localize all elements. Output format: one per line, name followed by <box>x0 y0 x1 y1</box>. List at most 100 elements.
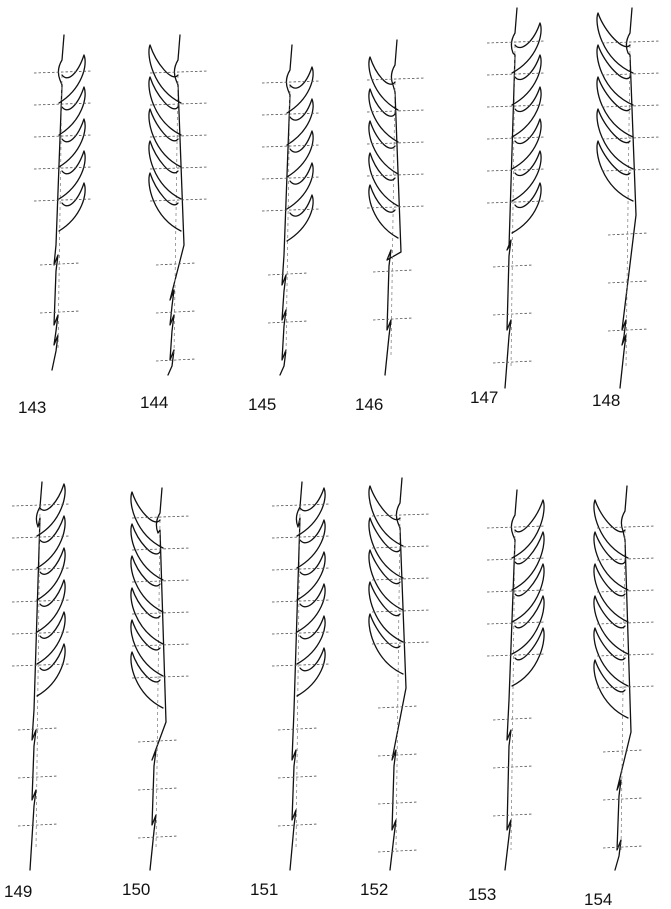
theca <box>593 499 629 559</box>
rhabdosome-stem <box>149 487 167 871</box>
segment-line <box>596 685 656 689</box>
segment-line <box>131 643 191 647</box>
segment-line <box>601 136 661 140</box>
segment-line <box>486 104 546 108</box>
nema-axis <box>625 44 631 369</box>
figure-number: 148 <box>592 391 620 410</box>
theca <box>596 140 634 202</box>
figure-number: 144 <box>140 393 168 412</box>
segment-line <box>261 176 321 180</box>
segment-line <box>11 567 71 571</box>
segment-line <box>131 675 191 679</box>
segment-line <box>601 168 661 172</box>
segment-line <box>372 317 414 321</box>
segment-line <box>601 40 661 44</box>
segment-line <box>33 102 93 106</box>
theca <box>511 531 545 591</box>
specimen-figure: 154 <box>584 485 656 909</box>
segment-line <box>372 269 414 273</box>
rhabdosome-stem <box>29 481 43 871</box>
segment-line <box>277 727 319 731</box>
segment-line <box>492 813 534 817</box>
segment-line <box>371 577 431 581</box>
segment-line <box>33 198 93 202</box>
figure-number: 150 <box>122 880 150 899</box>
nema-axis <box>510 529 516 851</box>
segment-line <box>377 705 419 709</box>
segment-line <box>371 609 431 613</box>
segment-line <box>261 80 321 84</box>
segment-line <box>602 845 644 849</box>
segment-line <box>596 621 656 625</box>
theca <box>36 643 66 697</box>
rhabdosome-stem <box>279 44 293 376</box>
theca <box>286 98 314 146</box>
theca <box>296 583 326 633</box>
theca <box>511 150 542 202</box>
theca <box>58 150 86 200</box>
nema-axis <box>395 517 401 851</box>
theca <box>286 66 314 114</box>
segment-line <box>17 727 59 731</box>
theca <box>596 108 634 170</box>
theca <box>130 587 164 645</box>
theca <box>36 579 66 633</box>
specimen-figure: 151 <box>250 481 331 899</box>
segment-line <box>601 104 661 108</box>
theca <box>58 118 86 168</box>
nema-axis <box>35 507 41 851</box>
segment-line <box>33 134 93 138</box>
theca <box>368 517 404 579</box>
segment-line <box>11 503 71 507</box>
specimen-figure: 148 <box>592 7 661 410</box>
theca <box>130 619 164 677</box>
segment-line <box>271 503 331 507</box>
theca <box>296 519 326 569</box>
segment-line <box>486 40 546 44</box>
theca <box>593 595 629 655</box>
segment-line <box>33 70 93 74</box>
theca <box>511 499 545 559</box>
segment-line <box>486 136 546 140</box>
rhabdosome-stem <box>384 39 402 376</box>
theca <box>511 118 542 170</box>
theca <box>511 595 545 655</box>
segment-line <box>267 272 309 276</box>
rhabdosome-stem <box>619 7 637 389</box>
segment-line <box>486 653 546 657</box>
theca <box>368 120 399 175</box>
segment-line <box>366 109 426 113</box>
segment-line <box>601 72 661 76</box>
segment-line <box>17 775 59 779</box>
segment-line <box>277 823 319 827</box>
segment-line <box>371 641 431 645</box>
segment-line <box>371 513 431 517</box>
segment-line <box>596 653 656 657</box>
figure-number: 145 <box>248 395 276 414</box>
segment-line <box>137 835 179 839</box>
theca <box>148 76 182 136</box>
figure-number: 152 <box>360 880 388 899</box>
theca <box>286 162 314 210</box>
figure-number: 153 <box>468 885 496 904</box>
theca <box>511 627 545 687</box>
segment-line <box>366 205 426 209</box>
theca <box>368 184 399 239</box>
segment-line <box>607 232 649 236</box>
theca <box>593 531 629 591</box>
nema-axis <box>173 74 179 356</box>
theca <box>368 581 404 643</box>
segment-line <box>271 567 331 571</box>
theca <box>511 22 542 74</box>
segment-line <box>366 173 426 177</box>
segment-line <box>39 310 81 314</box>
segment-line <box>277 775 319 779</box>
figure-number: 149 <box>4 882 32 901</box>
segment-line <box>261 208 321 212</box>
specimen-figure: 152 <box>360 477 431 899</box>
segment-line <box>39 262 81 266</box>
segment-line <box>366 77 426 81</box>
figure-number: 147 <box>470 388 498 407</box>
nema-axis <box>510 44 516 369</box>
